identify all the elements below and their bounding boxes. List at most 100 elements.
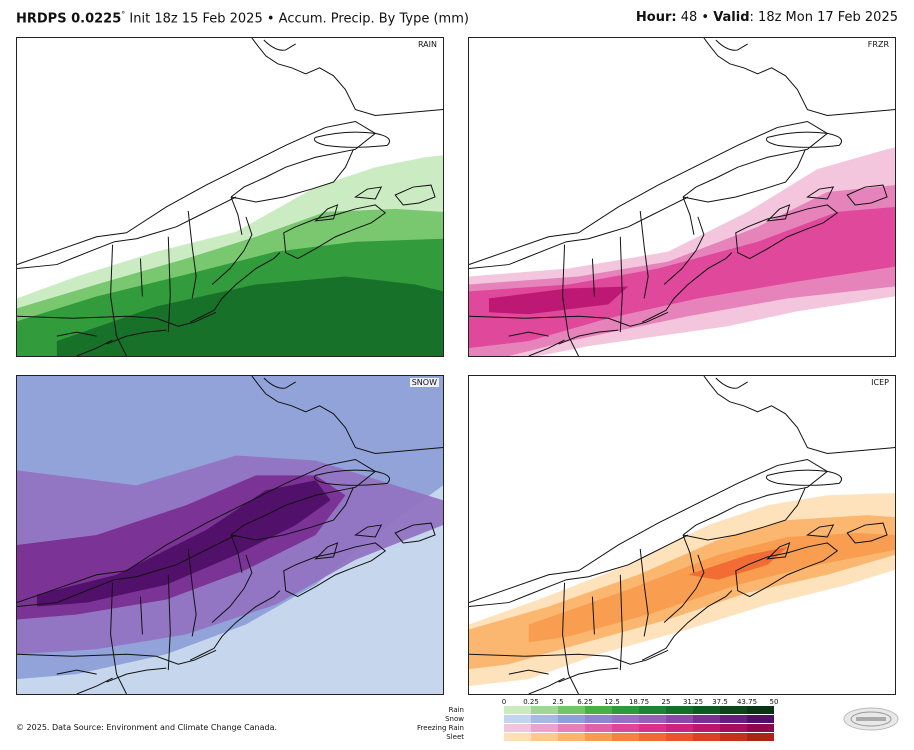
legend-swatch [504, 715, 531, 723]
frzr-map [469, 38, 895, 356]
legend-swatch [693, 706, 720, 714]
coastline-path [353, 186, 383, 200]
coastline-path [846, 184, 888, 206]
snow-panel: SNOW [16, 375, 444, 695]
rain-coastlines [17, 38, 443, 356]
coastline-path [394, 522, 436, 544]
legend-swatch [639, 706, 666, 714]
coastline-path [682, 534, 695, 573]
coastline-path [167, 236, 171, 333]
icep-heavy [528, 533, 895, 643]
legend-tick-label: 37.5 [712, 698, 728, 706]
map-title: HRDPS 0.0225° Init 18z 15 Feb 2025 • Acc… [16, 10, 469, 26]
coastline-path [251, 376, 443, 455]
coastline-path [766, 542, 791, 560]
legend-swatch [558, 706, 585, 714]
coastline-path [72, 649, 217, 665]
hour-label: Hour: [635, 10, 677, 25]
coastline-path [106, 329, 167, 345]
rain-map [17, 38, 443, 356]
coastline-path [682, 149, 806, 203]
rain-panel: RAIN [16, 37, 444, 357]
coastline-path [17, 120, 377, 266]
frzr-coastlines [469, 38, 895, 356]
legend-swatch [558, 724, 585, 732]
coastline-path [641, 590, 733, 661]
icep-coastlines [469, 376, 895, 694]
legend-swatch [504, 706, 531, 714]
legend-swatch-row [504, 715, 774, 723]
legend-row-label: Rain [448, 706, 464, 714]
legend-swatch [720, 715, 747, 723]
coastline-path [682, 487, 806, 541]
legend-tick-label: 50 [769, 698, 779, 706]
coastline-path [524, 311, 669, 327]
legend-tick-label: 2.5 [552, 698, 564, 706]
frzr-heavy [469, 206, 895, 349]
coastline-path [394, 184, 436, 206]
coastline-path [469, 196, 689, 270]
ice-pellets-panel: ICEP [468, 375, 896, 695]
legend-swatch [612, 706, 639, 714]
coastline-path [313, 131, 390, 148]
freezing-rain-panel: FRZR [468, 37, 896, 357]
legend-tick-label: 31.25 [682, 698, 704, 706]
legend-swatch [558, 715, 585, 723]
coastline-path [189, 590, 281, 661]
coastline-path [313, 469, 390, 486]
legend-swatch [531, 715, 558, 723]
coastline-path [528, 677, 565, 694]
legend-swatch [639, 733, 666, 741]
coastline-path [72, 311, 217, 327]
coastline-path [715, 377, 748, 389]
coastline-path [211, 554, 253, 623]
coastline-path [230, 534, 243, 573]
coastline-path [524, 649, 669, 665]
coastline-path [469, 315, 525, 319]
legend-swatch [747, 724, 774, 732]
coastline-path [528, 339, 565, 356]
coastline-path [558, 667, 619, 683]
coastline-path [703, 38, 895, 117]
coastline-path [619, 574, 623, 671]
icep-core [687, 546, 788, 580]
legend-swatch [693, 733, 720, 741]
frzr-panel-label: FRZR [865, 40, 891, 49]
coastline-path [76, 339, 113, 356]
coastline-path [846, 522, 888, 544]
legend-swatch [558, 733, 585, 741]
valid-value: : 18z Mon 17 Feb 2025 [749, 10, 898, 25]
legend-tick-label: 43.75 [736, 698, 758, 706]
coastline-path [703, 376, 895, 455]
coastline-path [230, 149, 354, 203]
coastline-path [715, 39, 748, 51]
legend-swatch-row [504, 706, 774, 714]
legend-swatch [612, 715, 639, 723]
copyright-text: © 2025. Data Source: Environment and Cli… [16, 723, 278, 732]
legend-swatch [747, 733, 774, 741]
snow-panel-label: SNOW [409, 378, 439, 387]
legend-swatch [585, 715, 612, 723]
coastline-path [765, 469, 842, 486]
coastline-path [314, 204, 339, 222]
legend-swatch [612, 733, 639, 741]
snow-map [17, 376, 443, 694]
coastline-path [766, 204, 791, 222]
legend-swatch [720, 733, 747, 741]
coastline-path [251, 38, 443, 117]
frzr-core [488, 286, 629, 315]
coastline-path [469, 458, 829, 604]
coastline-path [56, 331, 97, 337]
coastline-path [682, 196, 695, 235]
coastline-path [230, 487, 354, 541]
legend-swatch [666, 715, 693, 723]
legend-swatch [504, 733, 531, 741]
legend-swatch [639, 724, 666, 732]
coastline-path [263, 377, 296, 389]
coastline-path [641, 252, 733, 323]
coastline-path [187, 548, 197, 637]
hour-value: 48 • [676, 10, 714, 25]
legend-tick-label: 12.5 [604, 698, 620, 706]
legend-swatch-row [504, 724, 774, 732]
coastline-path [353, 524, 383, 538]
